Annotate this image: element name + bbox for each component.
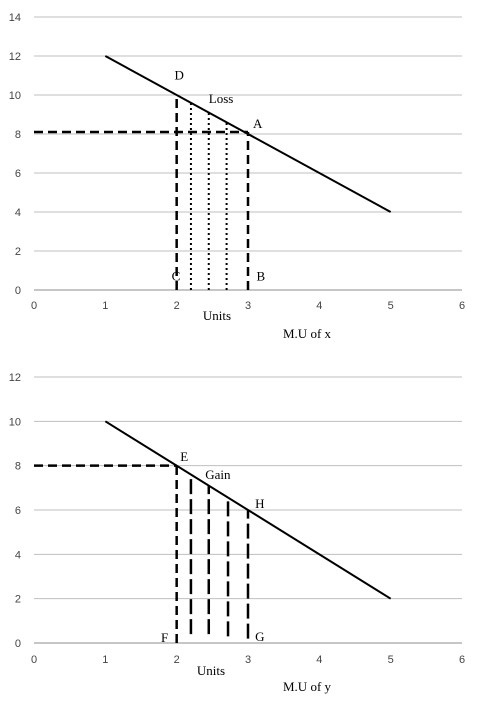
x-tick-label: 5 xyxy=(388,654,394,666)
x-tick-label: 4 xyxy=(316,654,322,666)
mu-line xyxy=(104,420,392,600)
y-tick-label: 8 xyxy=(15,129,21,141)
point-label: H xyxy=(255,496,264,511)
x-tick-label: 0 xyxy=(31,654,37,666)
x-tick-label: 4 xyxy=(316,300,322,312)
y-tick-label: 8 xyxy=(15,461,21,473)
y-tick-label: 2 xyxy=(15,246,21,258)
mu-line xyxy=(104,55,392,213)
y-tick-label: 0 xyxy=(15,638,21,650)
x-tick-label: 0 xyxy=(31,300,37,312)
point-label: E xyxy=(180,449,188,464)
x-axis-label: Units xyxy=(203,308,231,323)
x-tick-label: 6 xyxy=(459,300,465,312)
point-label: F xyxy=(161,630,168,645)
point-label: Gain xyxy=(205,467,231,482)
y-tick-label: 6 xyxy=(15,168,21,180)
y-tick-label: 0 xyxy=(15,285,21,297)
point-label: C xyxy=(172,268,181,283)
x-tick-label: 3 xyxy=(245,300,251,312)
y-tick-label: 4 xyxy=(15,549,21,561)
point-label: A xyxy=(253,116,263,131)
y-tick-label: 10 xyxy=(9,416,21,428)
y-tick-label: 2 xyxy=(15,594,21,606)
point-label: Loss xyxy=(209,91,234,106)
y-tick-label: 6 xyxy=(15,505,21,517)
x-tick-label: 2 xyxy=(174,300,180,312)
point-label: B xyxy=(257,268,266,283)
x-tick-label: 3 xyxy=(245,654,251,666)
chart-caption: M.U of x xyxy=(283,326,332,341)
y-tick-label: 14 xyxy=(9,12,21,24)
x-tick-label: 1 xyxy=(102,300,108,312)
x-axis-label: Units xyxy=(197,663,225,678)
point-label: D xyxy=(175,67,184,82)
y-tick-label: 12 xyxy=(9,51,21,63)
y-tick-label: 12 xyxy=(9,372,21,384)
x-tick-label: 2 xyxy=(174,654,180,666)
y-tick-label: 10 xyxy=(9,90,21,102)
x-tick-label: 6 xyxy=(459,654,465,666)
point-label: G xyxy=(255,629,264,644)
y-tick-label: 4 xyxy=(15,207,21,219)
x-tick-label: 1 xyxy=(102,654,108,666)
chart-caption: M.U of y xyxy=(283,679,332,694)
x-tick-label: 5 xyxy=(388,300,394,312)
